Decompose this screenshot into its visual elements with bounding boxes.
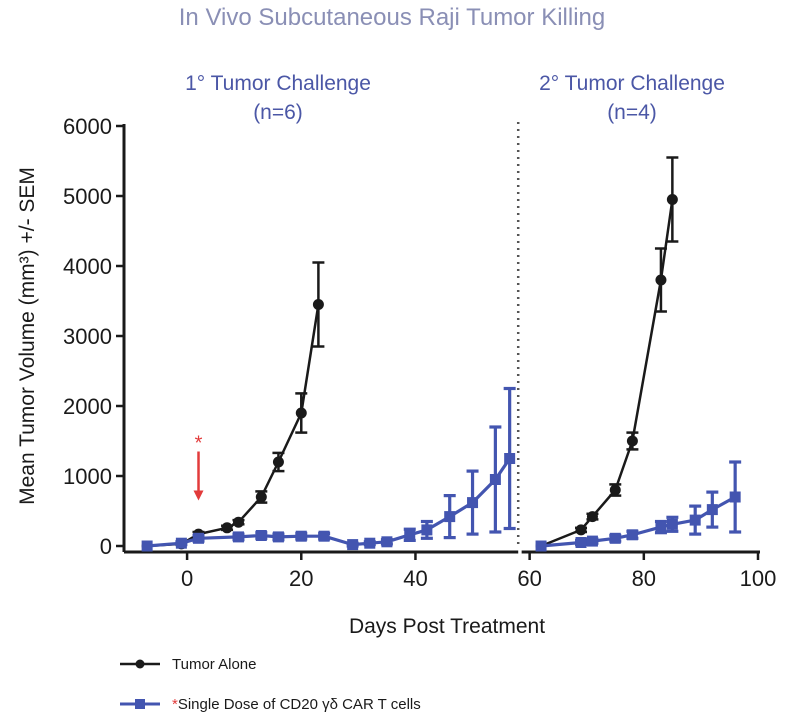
data-point: [689, 514, 701, 526]
data-point: [232, 516, 244, 528]
panel-label-primary-line2: (n=6): [253, 101, 303, 124]
data-point: [175, 537, 187, 549]
series-0: [141, 156, 679, 552]
series-line: [147, 304, 320, 548]
y-tick-label: 4000: [63, 254, 112, 279]
treatment-asterisk: *: [195, 433, 203, 455]
data-point: [364, 537, 376, 549]
data-point: [626, 435, 638, 447]
data-point: [381, 536, 393, 548]
data-point: [141, 540, 153, 552]
y-tick-label: 5000: [63, 184, 112, 209]
data-point: [504, 453, 516, 464]
y-tick-label: 2000: [63, 394, 112, 419]
treatment-arrow-head: [193, 490, 204, 501]
data-point: [586, 535, 598, 547]
legend-label-tumor-alone: Tumor Alone: [172, 656, 257, 673]
panel-label-primary-line1: 1° Tumor Challenge: [185, 72, 371, 95]
y-axis-ticks: 0 1000 2000 3000 4000 5000 6000: [63, 114, 124, 559]
data-point: [295, 530, 307, 542]
data-point: [318, 530, 330, 542]
y-axis-label: Mean Tumor Volume (mm³) +/- SEM: [16, 167, 39, 505]
legend: Tumor Alone *Single Dose of CD20 γδ CAR …: [120, 656, 421, 713]
data-point: [347, 539, 359, 551]
data-point: [193, 532, 205, 544]
data-point: [655, 274, 667, 286]
panel-label-secondary-line1: 2° Tumor Challenge: [539, 72, 725, 95]
data-point: [535, 540, 547, 552]
data-point: [232, 531, 244, 543]
y-tick-label: 3000: [63, 324, 112, 349]
data-point: [609, 532, 621, 544]
panel-label-secondary-line2: (n=4): [607, 101, 657, 124]
legend-label-car-t: *Single Dose of CD20 γδ CAR T cells: [172, 696, 421, 713]
data-point: [666, 194, 678, 205]
data-point: [255, 491, 267, 503]
x-tick-label: 80: [632, 566, 656, 591]
data-point: [255, 530, 267, 541]
x-axis-label: Days Post Treatment: [349, 615, 545, 638]
data-point: [729, 491, 741, 503]
data-point: [295, 407, 307, 419]
data-point: [706, 504, 718, 516]
chart-title: In Vivo Subcutaneous Raji Tumor Killing: [179, 4, 605, 31]
legend-item-car-t: *Single Dose of CD20 γδ CAR T cells: [120, 696, 421, 713]
series-layer: [141, 156, 742, 552]
data-point: [312, 299, 324, 310]
y-tick-label: 0: [100, 534, 112, 559]
x-axis-ticks: 0 20 40 60 80 100: [181, 552, 776, 591]
series-line: [540, 199, 674, 548]
x-tick-label: 0: [181, 566, 193, 591]
data-point: [609, 484, 621, 496]
x-tick-label: 60: [517, 566, 541, 591]
series-1: [141, 386, 742, 552]
legend-label-car-t-text: Single Dose of CD20 γδ CAR T cells: [178, 696, 421, 713]
treatment-marker: *: [193, 433, 204, 501]
data-point: [626, 529, 638, 541]
data-point: [467, 497, 479, 509]
data-point: [421, 524, 433, 536]
data-point: [575, 537, 587, 548]
data-point: [489, 474, 501, 485]
legend-item-tumor-alone: Tumor Alone: [120, 656, 257, 673]
x-tick-label: 40: [403, 566, 427, 591]
data-point: [272, 531, 284, 543]
x-tick-label: 20: [289, 566, 313, 591]
y-tick-label: 1000: [63, 464, 112, 489]
data-point: [444, 511, 456, 523]
y-tick-label: 6000: [63, 114, 112, 139]
legend-marker-tumor-alone: [135, 659, 145, 669]
x-tick-label: 100: [740, 566, 777, 591]
data-point: [404, 529, 416, 541]
data-point: [221, 522, 233, 534]
legend-asterisk: *: [172, 696, 178, 713]
data-point: [586, 511, 598, 523]
data-point: [666, 518, 678, 530]
data-point: [655, 521, 667, 533]
legend-marker-car-t: [135, 699, 145, 709]
data-point: [575, 524, 587, 536]
data-point: [272, 456, 284, 468]
